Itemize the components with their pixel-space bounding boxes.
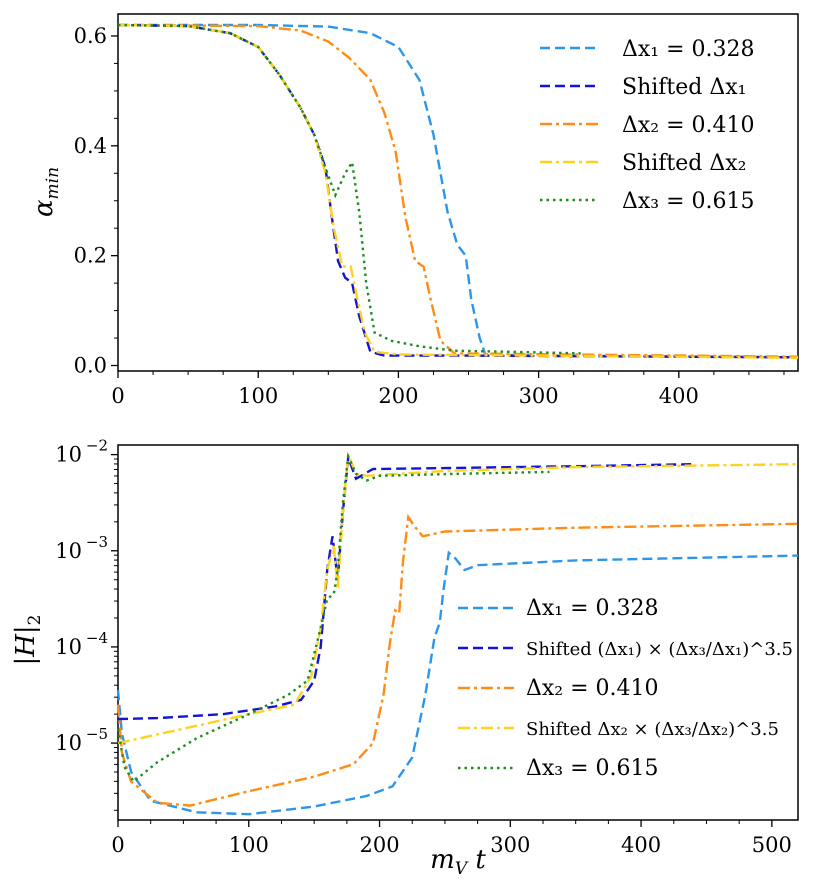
- top-legend-label-0: Δx₁ = 0.328: [622, 37, 755, 62]
- top-legend: Δx₁ = 0.328 Shifted Δx₁ Δx₂ = 0.410 Shifted…: [540, 37, 755, 214]
- bottom-series-line-3: [117, 454, 799, 745]
- top-legend-label-3: Shifted Δx₂: [622, 151, 746, 176]
- top-legend-label-2: Δx₂ = 0.410: [622, 113, 755, 138]
- bottom-x-tick-label: 200: [359, 833, 399, 857]
- bottom-legend-label-2: Δx₂ = 0.410: [526, 676, 659, 701]
- bottom-x-tick-label: 100: [229, 833, 269, 857]
- bottom-y-tick-label: 10: [55, 635, 82, 659]
- bottom-legend: Δx₁ = 0.328 Shifted (Δx₁) × (Δx₃/Δx₁)^3.5…: [458, 596, 793, 781]
- top-legend-label-1: Shifted Δx₁: [622, 75, 746, 100]
- top-x-tick-label: 300: [519, 384, 559, 408]
- bottom-y-tick-exponent: −3: [86, 533, 108, 551]
- bottom-plot-frame: [117, 444, 799, 821]
- top-y-tick-label: 0.4: [74, 134, 107, 158]
- bottom-y-tick-label: 10: [55, 443, 82, 467]
- bottom-x-tick-label: 300: [490, 833, 530, 857]
- top-y-tick-label: 0.2: [74, 244, 107, 268]
- bottom-series-line-2: [116, 513, 799, 807]
- bottom-legend-label-1: Shifted (Δx₁) × (Δx₃/Δx₁)^3.5: [526, 639, 793, 660]
- bottom-y-tick-label: 10: [55, 731, 82, 755]
- top-series-line-0: [118, 23, 799, 359]
- bottom-y-tick-exponent: −4: [86, 629, 108, 647]
- top-series-line-4: [117, 23, 581, 355]
- bottom-y-tick-exponent: −5: [86, 725, 108, 743]
- bottom-legend-label-0: Δx₁ = 0.328: [526, 596, 659, 621]
- top-x-tick-label: 200: [378, 384, 418, 408]
- top-y-tick-label: 0.6: [74, 24, 107, 48]
- top-series-line-1: [117, 23, 799, 359]
- bottom-x-tick-label: 500: [752, 833, 792, 857]
- top-y-axis-label: αmin: [29, 167, 63, 217]
- top-x-tick-label: 100: [238, 384, 278, 408]
- bottom-series-line-0: [116, 550, 799, 816]
- bottom-y-axis-label: |H|2: [11, 614, 45, 665]
- bottom-series-line-1: [117, 457, 694, 721]
- bottom-y-tick-label: 10: [55, 539, 82, 563]
- bottom-x-tick-label: 0: [111, 833, 124, 857]
- top-plot-frame: [117, 13, 799, 372]
- bottom-y-tick-exponent: −2: [86, 437, 108, 455]
- top-series-line-2: [117, 23, 799, 358]
- top-legend-label-4: Δx₃ = 0.615: [622, 189, 755, 214]
- bottom-x-axis-label: mV t: [430, 845, 486, 879]
- top-x-tick-label: 400: [659, 384, 699, 408]
- bottom-legend-label-4: Δx₃ = 0.615: [526, 756, 659, 781]
- top-panel: 0 100 200 300 400 0.0 0.2 0.4 0.6 αmin Δx₁ = 0.3…: [29, 13, 799, 408]
- top-series-line-3: [117, 23, 799, 359]
- bottom-x-tick-label: 400: [621, 833, 661, 857]
- bottom-legend-label-3: Shifted Δx₂ × (Δx₃/Δx₂)^3.5: [526, 719, 779, 740]
- top-x-tick-label: 0: [111, 384, 124, 408]
- bottom-series-line-4: [116, 452, 550, 784]
- top-y-tick-label: 0.0: [74, 354, 107, 378]
